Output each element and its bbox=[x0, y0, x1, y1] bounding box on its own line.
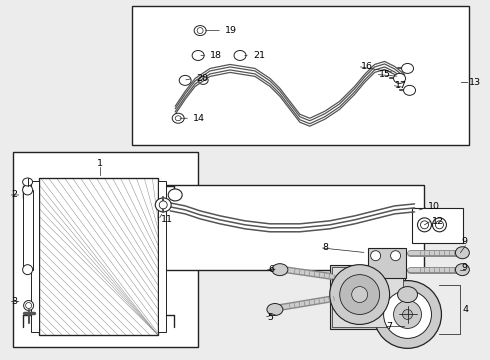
Ellipse shape bbox=[420, 221, 428, 229]
Ellipse shape bbox=[172, 113, 184, 123]
Bar bbox=[132, 6, 469, 145]
Ellipse shape bbox=[384, 291, 432, 338]
Ellipse shape bbox=[175, 116, 181, 121]
Ellipse shape bbox=[155, 198, 171, 212]
Text: 14: 14 bbox=[193, 114, 205, 123]
Ellipse shape bbox=[234, 50, 246, 60]
Text: 10: 10 bbox=[427, 202, 440, 211]
Bar bbox=[30, 181, 39, 332]
Text: 5: 5 bbox=[267, 313, 273, 322]
Ellipse shape bbox=[25, 302, 32, 309]
Ellipse shape bbox=[370, 251, 381, 261]
Ellipse shape bbox=[159, 201, 167, 209]
Text: 3: 3 bbox=[12, 297, 18, 306]
Ellipse shape bbox=[23, 185, 33, 195]
Ellipse shape bbox=[340, 275, 380, 315]
Ellipse shape bbox=[168, 189, 182, 201]
Bar bbox=[13, 152, 198, 347]
Bar bbox=[145, 185, 424, 270]
Bar bbox=[332, 267, 403, 328]
Text: 7: 7 bbox=[387, 322, 392, 331]
Ellipse shape bbox=[401, 63, 414, 73]
Ellipse shape bbox=[197, 28, 203, 33]
Ellipse shape bbox=[352, 287, 368, 302]
Ellipse shape bbox=[267, 303, 283, 315]
Ellipse shape bbox=[23, 178, 33, 186]
Ellipse shape bbox=[455, 264, 469, 276]
Bar bbox=[158, 181, 166, 332]
Text: 19: 19 bbox=[225, 26, 237, 35]
Text: 1: 1 bbox=[98, 158, 103, 167]
Ellipse shape bbox=[455, 247, 469, 259]
Text: 20: 20 bbox=[196, 74, 208, 83]
Text: 17: 17 bbox=[394, 81, 407, 90]
Ellipse shape bbox=[403, 310, 413, 319]
Text: 9: 9 bbox=[462, 263, 467, 272]
Ellipse shape bbox=[397, 287, 417, 302]
Text: 6: 6 bbox=[268, 265, 274, 274]
Text: 11: 11 bbox=[161, 215, 173, 224]
Ellipse shape bbox=[393, 301, 421, 328]
Bar bbox=[23, 190, 33, 270]
Ellipse shape bbox=[179, 75, 191, 85]
Text: 15: 15 bbox=[379, 70, 391, 79]
Ellipse shape bbox=[23, 265, 33, 275]
Ellipse shape bbox=[433, 218, 446, 232]
Text: 21: 21 bbox=[253, 51, 265, 60]
Ellipse shape bbox=[272, 264, 288, 276]
Ellipse shape bbox=[374, 280, 441, 348]
Ellipse shape bbox=[330, 265, 390, 324]
Ellipse shape bbox=[417, 218, 432, 232]
Bar bbox=[412, 208, 464, 243]
Ellipse shape bbox=[404, 85, 416, 95]
Bar bbox=[368, 248, 406, 278]
Ellipse shape bbox=[393, 73, 406, 84]
Ellipse shape bbox=[192, 50, 204, 60]
Bar bbox=[39, 178, 158, 336]
Bar bbox=[330, 265, 405, 329]
Ellipse shape bbox=[24, 301, 34, 310]
Text: 9: 9 bbox=[462, 237, 467, 246]
Ellipse shape bbox=[436, 221, 443, 229]
Text: 16: 16 bbox=[361, 62, 373, 71]
Ellipse shape bbox=[194, 26, 206, 36]
Text: 13: 13 bbox=[469, 78, 482, 87]
Text: 4: 4 bbox=[463, 305, 468, 314]
Text: 8: 8 bbox=[323, 243, 329, 252]
Ellipse shape bbox=[391, 251, 400, 261]
Text: 18: 18 bbox=[210, 51, 222, 60]
Bar bbox=[39, 178, 158, 336]
Text: 12: 12 bbox=[432, 217, 443, 226]
Text: 2: 2 bbox=[12, 190, 18, 199]
Ellipse shape bbox=[198, 76, 208, 84]
